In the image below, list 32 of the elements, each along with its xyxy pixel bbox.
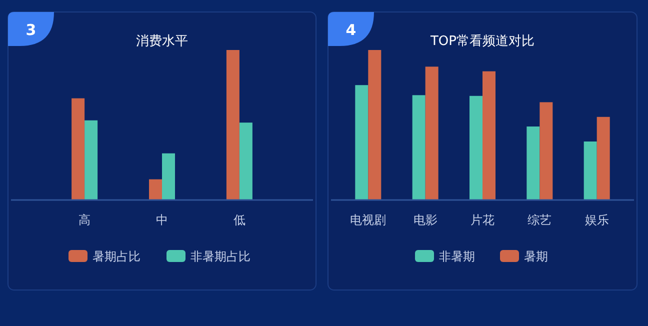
bar [526, 126, 540, 200]
bar [239, 122, 252, 200]
legend-label: 暑期占比 [92, 250, 140, 264]
bar [72, 98, 85, 200]
chart-title: 消费水平 [136, 34, 188, 49]
x-tick-label: 综艺 [528, 213, 552, 227]
x-tick-label: 低 [233, 213, 246, 227]
x-tick-label: 高 [78, 213, 91, 227]
bar [84, 120, 98, 200]
x-tick-label: 娱乐 [584, 213, 609, 227]
bar [584, 142, 597, 200]
x-tick-label: 电影 [413, 213, 438, 227]
bar [540, 102, 553, 200]
x-tick-label: 片花 [470, 213, 494, 227]
legend-label: 暑期 [524, 250, 548, 264]
bar [368, 50, 382, 200]
bar [355, 85, 368, 200]
bar [470, 96, 482, 200]
bar [412, 95, 426, 200]
bar [226, 50, 240, 200]
legend-label: 非暑期 [439, 250, 475, 264]
bar [596, 116, 610, 200]
bar [482, 71, 496, 200]
chart-title: TOP常看频道对比 [429, 34, 535, 49]
badge: 3 [8, 12, 54, 46]
bar [425, 66, 438, 200]
x-tick-label: 电视剧 [350, 213, 386, 227]
badge: 4 [328, 12, 374, 46]
bar [162, 153, 175, 200]
x-tick-label: 中 [156, 213, 168, 227]
bar [149, 179, 162, 200]
legend-label: 非暑期占比 [190, 250, 250, 264]
